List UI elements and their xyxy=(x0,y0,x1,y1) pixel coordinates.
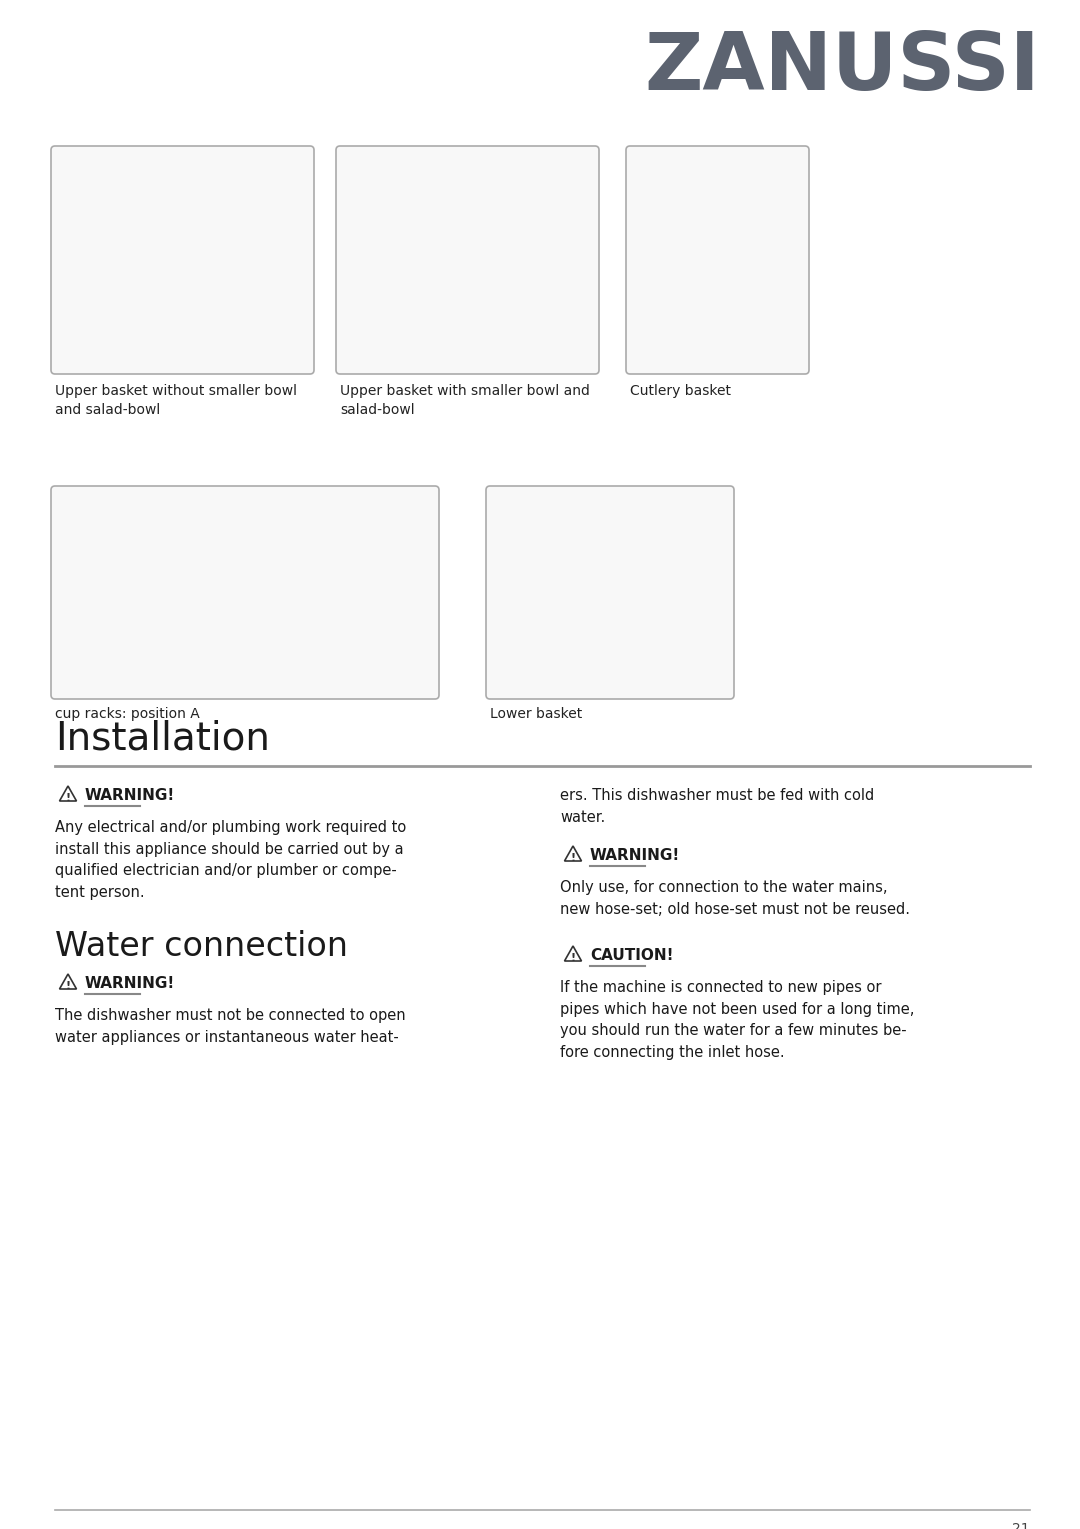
Text: WARNING!: WARNING! xyxy=(85,976,175,991)
Text: Upper basket with smaller bowl and
salad-bowl: Upper basket with smaller bowl and salad… xyxy=(340,384,590,417)
Text: 21: 21 xyxy=(1012,1521,1030,1529)
Text: !: ! xyxy=(570,853,576,862)
Text: Any electrical and/or plumbing work required to
install this appliance should be: Any electrical and/or plumbing work requ… xyxy=(55,820,406,899)
Polygon shape xyxy=(59,974,77,989)
FancyBboxPatch shape xyxy=(336,145,599,375)
Text: ZANUSSI: ZANUSSI xyxy=(645,29,1040,107)
Polygon shape xyxy=(59,786,77,801)
Text: cup racks: position A: cup racks: position A xyxy=(55,706,200,722)
Text: WARNING!: WARNING! xyxy=(85,787,175,803)
Text: ers. This dishwasher must be fed with cold
water.: ers. This dishwasher must be fed with co… xyxy=(561,787,874,824)
Text: WARNING!: WARNING! xyxy=(590,849,680,862)
FancyBboxPatch shape xyxy=(51,486,438,699)
Text: Upper basket without smaller bowl
and salad-bowl: Upper basket without smaller bowl and sa… xyxy=(55,384,297,417)
Text: CAUTION!: CAUTION! xyxy=(590,948,674,963)
Text: Cutlery basket: Cutlery basket xyxy=(630,384,731,398)
Text: !: ! xyxy=(66,980,70,991)
Text: Water connection: Water connection xyxy=(55,930,348,963)
Polygon shape xyxy=(565,946,581,962)
Text: Only use, for connection to the water mains,
new hose-set; old hose-set must not: Only use, for connection to the water ma… xyxy=(561,881,910,916)
Polygon shape xyxy=(565,846,581,861)
Text: If the machine is connected to new pipes or
pipes which have not been used for a: If the machine is connected to new pipes… xyxy=(561,980,915,1060)
Text: !: ! xyxy=(570,953,576,963)
Text: !: ! xyxy=(66,794,70,803)
FancyBboxPatch shape xyxy=(486,486,734,699)
FancyBboxPatch shape xyxy=(51,145,314,375)
FancyBboxPatch shape xyxy=(626,145,809,375)
Text: Lower basket: Lower basket xyxy=(490,706,582,722)
Text: Installation: Installation xyxy=(55,720,270,758)
Text: The dishwasher must not be connected to open
water appliances or instantaneous w: The dishwasher must not be connected to … xyxy=(55,1008,406,1044)
